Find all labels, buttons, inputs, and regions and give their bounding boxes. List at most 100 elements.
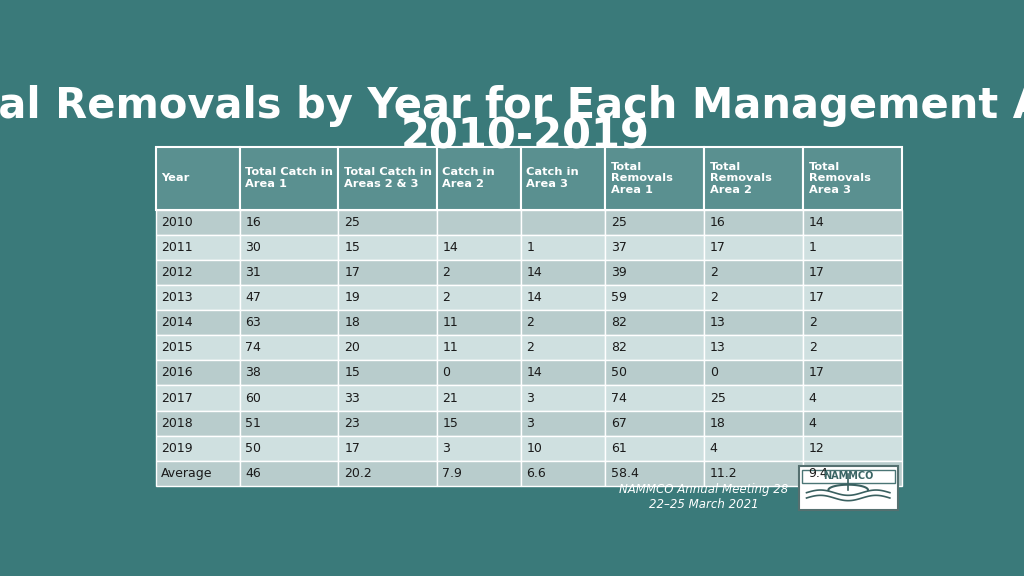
Text: Total Catch in
Areas 2 & 3: Total Catch in Areas 2 & 3 (344, 167, 432, 189)
Text: 46: 46 (246, 467, 261, 480)
Bar (802, 469, 895, 483)
Text: 0: 0 (710, 366, 718, 380)
Text: 2: 2 (710, 291, 718, 304)
Text: 7.9: 7.9 (442, 467, 462, 480)
Bar (605, 335, 703, 361)
Bar (803, 335, 902, 361)
Bar (240, 147, 339, 210)
Bar (803, 310, 902, 335)
Text: 2018: 2018 (161, 416, 193, 430)
Bar (521, 234, 605, 260)
Text: 20.2: 20.2 (344, 467, 372, 480)
Bar (803, 385, 902, 411)
Text: 20: 20 (344, 341, 360, 354)
Text: 2: 2 (442, 266, 451, 279)
Bar (156, 335, 240, 361)
Text: Year: Year (161, 173, 189, 183)
Bar (605, 285, 703, 310)
Text: 51: 51 (246, 416, 261, 430)
Text: 3: 3 (526, 416, 535, 430)
Bar (156, 310, 240, 335)
Text: 39: 39 (611, 266, 627, 279)
Bar (156, 361, 240, 385)
Bar (156, 210, 240, 234)
Bar (437, 210, 521, 234)
Text: 15: 15 (344, 241, 360, 253)
Bar (240, 436, 339, 461)
Bar (240, 260, 339, 285)
Text: 19: 19 (344, 291, 360, 304)
Text: 50: 50 (246, 442, 261, 455)
Bar (156, 147, 240, 210)
Text: 11.2: 11.2 (710, 467, 737, 480)
Text: 1: 1 (809, 241, 816, 253)
Text: 74: 74 (611, 392, 627, 404)
Bar (240, 210, 339, 234)
Bar (521, 147, 605, 210)
Text: 2014: 2014 (161, 316, 193, 329)
Bar (605, 461, 703, 486)
Text: 30: 30 (246, 241, 261, 253)
Text: 2015: 2015 (161, 341, 193, 354)
Bar (521, 436, 605, 461)
Bar (437, 411, 521, 436)
Text: 38: 38 (246, 366, 261, 380)
Text: 13: 13 (710, 316, 726, 329)
Text: NAMMCO: NAMMCO (823, 471, 873, 482)
Bar (803, 210, 902, 234)
Text: 25: 25 (611, 215, 627, 229)
Bar (240, 385, 339, 411)
Bar (437, 234, 521, 260)
Text: 25: 25 (710, 392, 726, 404)
Text: 2013: 2013 (161, 291, 193, 304)
Bar (521, 260, 605, 285)
Text: 3: 3 (526, 392, 535, 404)
Bar (240, 411, 339, 436)
Text: Total
Removals
Area 3: Total Removals Area 3 (809, 161, 870, 195)
Bar (803, 285, 902, 310)
Text: 6.6: 6.6 (526, 467, 546, 480)
Text: Total Catch in
Area 1: Total Catch in Area 1 (246, 167, 334, 189)
Bar (703, 461, 803, 486)
Text: 2011: 2011 (161, 241, 193, 253)
Text: 21: 21 (442, 392, 458, 404)
Text: 14: 14 (526, 291, 542, 304)
Bar (339, 361, 437, 385)
Text: 31: 31 (246, 266, 261, 279)
Text: 50: 50 (611, 366, 627, 380)
Bar (240, 234, 339, 260)
Bar (605, 147, 703, 210)
Text: 15: 15 (442, 416, 459, 430)
Bar (605, 310, 703, 335)
Text: Catch in
Area 2: Catch in Area 2 (442, 167, 496, 189)
Text: 14: 14 (526, 366, 542, 380)
Text: 3: 3 (442, 442, 451, 455)
Bar (703, 361, 803, 385)
Text: 17: 17 (809, 366, 824, 380)
Bar (240, 335, 339, 361)
Bar (437, 385, 521, 411)
Text: 2: 2 (809, 316, 816, 329)
Bar (240, 361, 339, 385)
Bar (703, 260, 803, 285)
Bar (156, 385, 240, 411)
Bar (605, 234, 703, 260)
Text: 0: 0 (442, 366, 451, 380)
Text: 63: 63 (246, 316, 261, 329)
Bar (703, 234, 803, 260)
Text: 74: 74 (246, 341, 261, 354)
Bar (339, 436, 437, 461)
Text: 14: 14 (809, 215, 824, 229)
Text: Total
Removals
Area 1: Total Removals Area 1 (611, 161, 673, 195)
Text: 17: 17 (809, 291, 824, 304)
Bar (803, 436, 902, 461)
Text: 33: 33 (344, 392, 360, 404)
Text: 2: 2 (710, 266, 718, 279)
Bar (437, 461, 521, 486)
Bar (339, 310, 437, 335)
Bar (803, 234, 902, 260)
Bar (703, 310, 803, 335)
Text: 47: 47 (246, 291, 261, 304)
Text: 2010: 2010 (161, 215, 193, 229)
Bar (339, 234, 437, 260)
